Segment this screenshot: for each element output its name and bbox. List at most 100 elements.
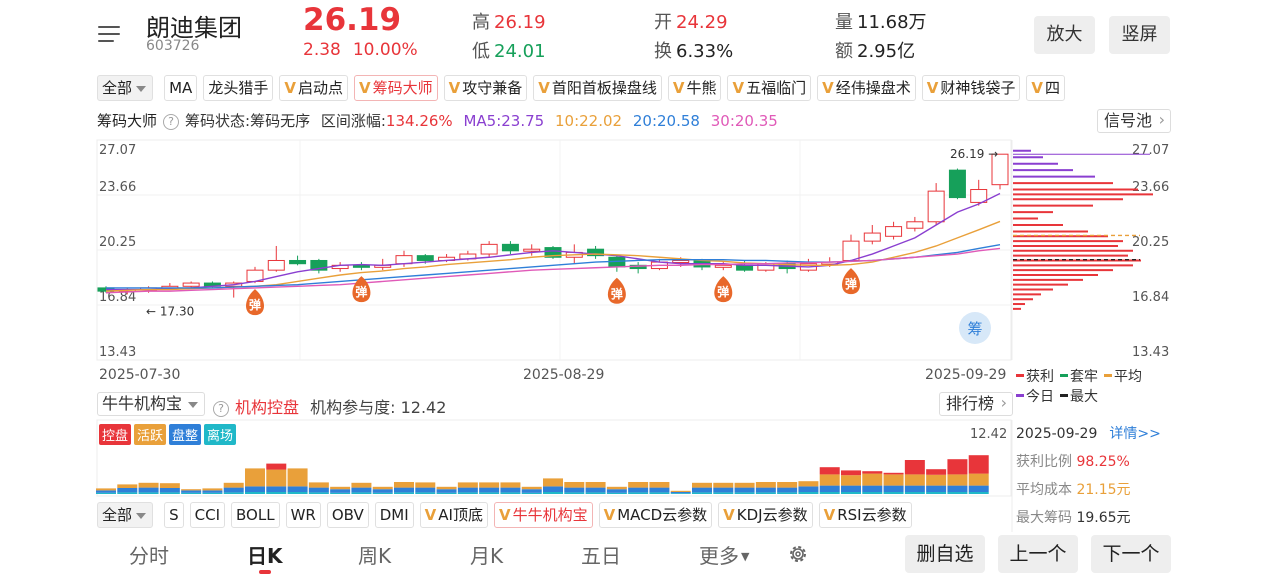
tech-tag[interactable]: V KDJ云参数 bbox=[718, 502, 813, 528]
institution-bar bbox=[841, 485, 861, 492]
indicator-tag[interactable]: V 经伟操盘术 bbox=[817, 75, 916, 101]
institution-bar bbox=[947, 485, 968, 492]
institution-bar bbox=[351, 482, 372, 488]
v-mark-icon: V bbox=[672, 79, 685, 97]
tab-daily-k[interactable]: 日K bbox=[247, 544, 283, 568]
tech-tag-label: DMI bbox=[379, 506, 409, 524]
tab-weekly-k[interactable]: 周K bbox=[358, 544, 392, 568]
tab-intraday[interactable]: 分时 bbox=[129, 544, 169, 568]
indicator-selector[interactable]: 全部 bbox=[97, 75, 154, 101]
institution-bar bbox=[351, 487, 372, 493]
tech-tag[interactable]: WR bbox=[285, 502, 321, 528]
menu-icon[interactable] bbox=[98, 24, 122, 44]
indicator-tag[interactable]: 龙头猎手 bbox=[203, 75, 274, 101]
v-mark-icon: V bbox=[358, 79, 371, 97]
legend-max: 最大 bbox=[1060, 387, 1098, 407]
low-value: 24.01 bbox=[494, 41, 546, 62]
signal-label: 弹 bbox=[611, 286, 623, 301]
turnover-value: 6.33% bbox=[676, 41, 734, 62]
legend-avg: 平均 bbox=[1104, 367, 1142, 387]
tab-more[interactable]: 更多 ▼ bbox=[699, 540, 749, 569]
candle-body bbox=[480, 243, 498, 255]
settings-gear-icon[interactable] bbox=[787, 543, 809, 565]
tech-tag[interactable]: S bbox=[164, 502, 184, 528]
institution-bar bbox=[968, 473, 989, 486]
indicator-tag[interactable]: V 筹码大师 bbox=[353, 75, 438, 101]
candle-body bbox=[906, 221, 924, 229]
tech-tag[interactable]: V MACD云参数 bbox=[598, 502, 713, 528]
institution-bar bbox=[606, 492, 627, 494]
help-icon[interactable]: ? bbox=[163, 114, 180, 130]
institution-bar bbox=[436, 492, 457, 494]
ma30-line bbox=[105, 247, 1001, 294]
next-stock-button[interactable]: 下一个 bbox=[1091, 535, 1171, 573]
prev-stock-button[interactable]: 上一个 bbox=[998, 535, 1078, 573]
tab-monthly-k[interactable]: 月K bbox=[470, 544, 504, 568]
tech-tag[interactable]: CCI bbox=[189, 502, 226, 528]
badge-consolidate: 盘整 bbox=[169, 424, 202, 445]
current-price: 26.19 bbox=[303, 2, 402, 38]
tech-tag[interactable]: DMI bbox=[374, 502, 414, 528]
tech-tag[interactable]: V RSI云参数 bbox=[818, 502, 912, 528]
institution-bar bbox=[372, 486, 393, 490]
y-tick-label-right: 20.25 bbox=[1132, 235, 1169, 250]
institution-bar bbox=[883, 472, 904, 475]
v-mark-icon: V bbox=[498, 506, 511, 524]
avg-cost-label: 平均成本 bbox=[1016, 482, 1072, 498]
v-mark-icon: V bbox=[926, 79, 939, 97]
zoom-button[interactable]: 放大 bbox=[1034, 16, 1095, 54]
tech-tag-label: 牛牛机构宝 bbox=[512, 506, 588, 524]
ma5-value: MA5:23.75 bbox=[463, 112, 545, 130]
tab-five-day[interactable]: 五日 bbox=[581, 544, 621, 568]
stock-name: 朗迪集团 bbox=[146, 14, 242, 42]
tech-tag[interactable]: V 牛牛机构宝 bbox=[493, 502, 593, 528]
institution-selector[interactable]: 牛牛机构宝 bbox=[97, 392, 206, 416]
tech-tag[interactable]: BOLL bbox=[231, 502, 280, 528]
high-stat: 高 26.19 bbox=[472, 8, 546, 34]
indicator-tag-label: 牛熊 bbox=[686, 79, 717, 97]
indicator-tag-label: 启动点 bbox=[297, 79, 343, 97]
signal-drop-icon bbox=[714, 276, 733, 303]
chip-icon bbox=[959, 312, 991, 344]
indicator-tag[interactable]: V 牛熊 bbox=[667, 75, 722, 101]
ma5-line bbox=[106, 192, 1001, 291]
indicator-tag[interactable]: MA bbox=[164, 75, 198, 101]
indicator-tag[interactable]: V 五福临门 bbox=[727, 75, 812, 101]
signal-label: 弹 bbox=[845, 276, 857, 291]
institution-bar bbox=[202, 492, 223, 494]
v-mark-icon: V bbox=[538, 79, 550, 97]
indicator-tag[interactable]: V 财神钱袋子 bbox=[921, 75, 1021, 101]
help-icon-institution[interactable]: ? bbox=[213, 401, 229, 417]
tech-selector[interactable]: 全部 bbox=[97, 502, 154, 528]
detail-link[interactable]: 详情>> bbox=[1109, 426, 1161, 442]
institution-bar bbox=[841, 492, 861, 494]
institution-bar bbox=[138, 492, 159, 494]
institution-bar bbox=[521, 486, 542, 490]
tech-tag[interactable]: V AI顶底 bbox=[419, 502, 488, 528]
indicator-tag[interactable]: V 启动点 bbox=[279, 75, 348, 101]
ranking-button[interactable]: 排行榜 bbox=[939, 392, 1014, 416]
institution-bar bbox=[117, 488, 138, 493]
signal-pool-button[interactable]: 信号池 bbox=[1097, 109, 1172, 133]
badge-control: 控盘 bbox=[99, 424, 132, 445]
portrait-button[interactable]: 竖屏 bbox=[1109, 16, 1170, 54]
institution-bar bbox=[479, 492, 500, 494]
tech-tag[interactable]: OBV bbox=[326, 502, 369, 528]
change-value: 2.38 bbox=[303, 40, 341, 60]
institution-bar bbox=[138, 487, 159, 493]
signal-drop-icon bbox=[607, 277, 626, 304]
tech-tag-label: OBV bbox=[331, 506, 364, 524]
remove-watchlist-button[interactable]: 删自选 bbox=[905, 535, 985, 573]
candle-body bbox=[885, 226, 903, 237]
signal-marker: 弹 bbox=[607, 277, 626, 304]
ma30-value: 30:20.35 bbox=[710, 112, 778, 130]
indicator-tag[interactable]: V 攻守兼备 bbox=[443, 75, 528, 101]
institution-bar bbox=[841, 475, 861, 486]
chip-side-panel: 2025-09-29 详情>> 获利比例 98.25% 平均成本 21.15元 最… bbox=[1016, 420, 1172, 532]
indicator-tag[interactable]: V 首阳首板操盘线 bbox=[533, 75, 662, 101]
chip-state: 筹码状态:筹码无序 bbox=[185, 112, 311, 130]
institution-bar bbox=[245, 486, 265, 492]
date-label-mid: 2025-08-29 bbox=[523, 367, 605, 383]
